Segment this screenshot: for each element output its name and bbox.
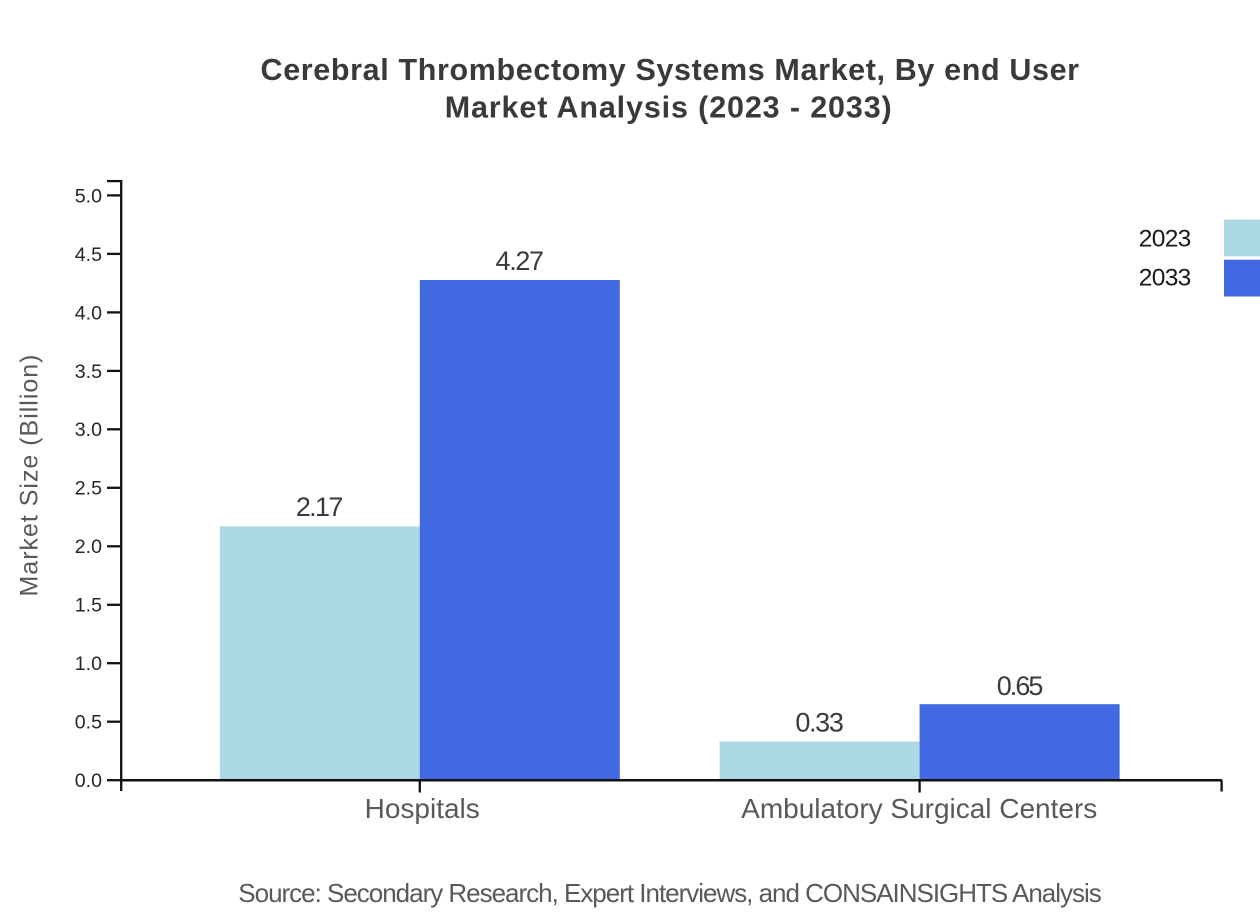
svg-text:0.65: 0.65 bbox=[997, 671, 1044, 701]
svg-text:Source: Secondary Research, Ex: Source: Secondary Research, Expert Inter… bbox=[238, 878, 1101, 908]
svg-text:1.5: 1.5 bbox=[75, 595, 102, 617]
svg-text:2023: 2023 bbox=[1139, 225, 1192, 252]
svg-text:0.0: 0.0 bbox=[75, 770, 102, 792]
svg-text:1.0: 1.0 bbox=[75, 653, 102, 675]
svg-text:3.5: 3.5 bbox=[75, 361, 102, 383]
svg-text:Ambulatory Surgical Centers: Ambulatory Surgical Centers bbox=[741, 793, 1097, 824]
svg-text:0.5: 0.5 bbox=[75, 712, 102, 734]
svg-text:5.0: 5.0 bbox=[75, 185, 102, 207]
svg-text:4.5: 4.5 bbox=[75, 244, 102, 266]
svg-text:3.0: 3.0 bbox=[75, 419, 102, 441]
svg-text:2033: 2033 bbox=[1139, 264, 1192, 291]
svg-text:Hospitals: Hospitals bbox=[365, 793, 480, 824]
svg-text:2.5: 2.5 bbox=[75, 478, 102, 500]
svg-text:0.33: 0.33 bbox=[795, 707, 844, 737]
svg-text:4.27: 4.27 bbox=[496, 246, 545, 276]
svg-text:2.0: 2.0 bbox=[75, 536, 102, 558]
svg-text:Market Size (Billion): Market Size (Billion) bbox=[16, 355, 44, 597]
svg-text:Cerebral Thrombectomy Systems: Cerebral Thrombectomy Systems Market, By… bbox=[261, 53, 1080, 87]
svg-text:2.17: 2.17 bbox=[296, 492, 344, 522]
svg-text:Market Analysis (2023 - 2033): Market Analysis (2023 - 2033) bbox=[445, 90, 892, 124]
svg-text:4.0: 4.0 bbox=[75, 302, 102, 324]
